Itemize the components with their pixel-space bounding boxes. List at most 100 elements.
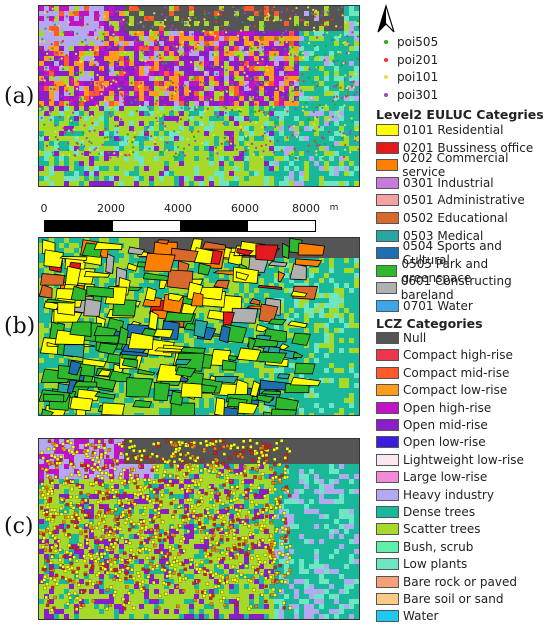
lcz-legend-item-8: Large low-rise [376,469,487,485]
lcz-legend-item-4-label: Open high-rise [403,400,492,415]
lcz-legend-item-3-label: Compact low-rise [403,383,508,398]
panel-label-c: (c) [4,514,34,539]
euluc-legend-item-2-swatch [376,159,399,172]
map-b-canvas [39,238,359,415]
map-b-euluc [38,237,360,416]
poi-legend-item-2: poi101 [384,69,438,85]
poi-legend-item-3-swatch [384,92,388,97]
scale-tick-4000: 4000 [164,202,192,215]
lcz-legend-item-8-swatch [376,471,399,484]
lcz-legend-item-15-label: Bare soil or sand [403,592,504,606]
lcz-legend-item-10-label: Dense trees [403,505,476,519]
euluc-legend-item-2: 0202 Commercial service [376,151,550,179]
euluc-legend-item-10-label: 0701 Water [403,299,473,313]
poi-legend-item-2-swatch [384,75,388,79]
map-a-lcz-poi [38,5,360,187]
lcz-legend-item-9-label: Heavy industry [403,487,494,502]
euluc-legend-item-8: 0505 Park and greenspace [376,257,550,285]
lcz-legend-title: LCZ Categories [376,316,483,331]
lcz-legend-item-15: Bare soil or sand [376,591,503,607]
lcz-legend-item-12-label: Bush, scrub [403,539,474,554]
lcz-legend-item-11: Scatter trees [376,521,481,537]
poi-legend-item-1-label: poi201 [397,52,439,67]
lcz-legend-item-1-label: Compact high-rise [403,348,513,363]
panel-label-b: (b) [4,314,36,339]
lcz-legend-item-3-swatch [376,384,399,397]
lcz-legend-item-4-swatch [376,401,399,414]
euluc-legend-item-6-label: 0503 Medical [403,228,484,243]
lcz-legend-item-4: Open high-rise [376,400,491,416]
map-c-lcz-euluc [38,438,360,620]
euluc-legend-item-6-swatch [376,229,399,242]
scale-tick-2000: 2000 [97,202,125,215]
scale-unit: m [329,203,339,213]
poi-legend-item-3: poi301 [384,87,438,103]
lcz-legend-item-10: Dense trees [376,504,475,520]
lcz-legend-item-6-label: Open low-rise [403,435,486,450]
euluc-legend-item-7: 0504 Sports and Cultural [376,239,550,267]
lcz-legend-item-3: Compact low-rise [376,382,507,398]
lcz-legend-item-16-swatch [376,610,399,623]
scale-bar-segments [44,220,316,232]
lcz-legend-item-14-swatch [376,575,399,588]
lcz-legend-item-6-swatch [376,436,399,449]
euluc-legend-item-10-swatch [376,300,399,312]
euluc-legend-item-2-label: 0202 Commercial service [402,151,509,180]
euluc-legend-item-5: 0502 Educational [376,210,508,226]
lcz-legend-item-2: Compact mid-rise [376,365,509,381]
euluc-legend-item-0-swatch [376,124,399,136]
lcz-legend-item-0-swatch [376,332,399,344]
lcz-legend-item-15-swatch [376,593,399,605]
scale-tick-8000: 8000 [292,202,320,215]
lcz-legend-item-11-swatch [376,523,399,536]
lcz-legend-item-14-label: Bare rock or paved [403,574,517,589]
lcz-legend-item-7-label: Lightweight low-rise [403,452,524,467]
lcz-legend-item-7-swatch [376,453,399,466]
euluc-legend-item-4: 0501 Administrative [376,192,525,208]
lcz-legend-item-5-swatch [376,419,399,431]
euluc-legend-item-7-label: 0504 Sports and Cultural [402,239,502,268]
map-c-canvas [39,439,359,619]
scale-tick-6000: 6000 [231,202,259,215]
lcz-legend-item-2-label: Compact mid-rise [403,365,510,380]
euluc-legend-item-0: 0101 Residential [376,122,503,138]
euluc-legend-item-3-label: 0301 Industrial [403,175,494,190]
lcz-legend-item-6: Open low-rise [376,434,486,450]
lcz-legend-item-7: Lightweight low-rise [376,452,524,468]
lcz-legend-item-1-swatch [376,349,399,362]
euluc-legend-item-8-label: 0505 Park and greenspace [401,256,489,285]
poi-legend-item-0-label: poi505 [397,35,439,49]
euluc-legend-item-1: 0201 Bussiness office [376,140,533,156]
euluc-legend-item-8-swatch [376,264,398,277]
euluc-legend-item-5-swatch [376,212,399,224]
euluc-legend-item-7-swatch [376,247,399,260]
scale-bar: 0 2000 4000 6000 8000 m [38,202,368,236]
euluc-legend-item-1-label: 0201 Bussiness office [403,140,534,155]
euluc-legend-item-10: 0701 Water [376,298,473,314]
lcz-legend-item-13: Low plants [376,556,467,572]
scale-tick-0: 0 [40,202,48,215]
poi-legend-item-3-label: poi301 [397,87,439,102]
euluc-legend-item-3-swatch [376,176,399,189]
north-arrow-icon [376,3,396,34]
lcz-legend-item-9-swatch [376,488,399,501]
lcz-legend-item-9: Heavy industry [376,487,494,503]
lcz-legend-item-10-swatch [376,506,399,518]
euluc-legend-item-9: 0601 Constructing bareland [376,274,550,302]
euluc-legend-item-5-label: 0502 Educational [403,211,508,225]
euluc-legend-item-4-swatch [376,194,399,207]
euluc-legend-item-9-swatch [376,282,397,295]
euluc-legend-item-6: 0503 Medical [376,228,483,244]
lcz-legend-item-13-label: Low plants [403,557,468,572]
lcz-legend-item-2-swatch [376,366,399,379]
lcz-legend-item-1: Compact high-rise [376,347,513,363]
poi-legend-item-0-swatch [384,40,388,44]
euluc-legend-title: Level2 EULUC Categries [376,107,544,122]
euluc-legend-item-1-swatch [376,141,399,154]
poi-legend-item-1-swatch [384,57,388,62]
euluc-legend-item-3: 0301 Industrial [376,175,494,191]
lcz-legend-item-16: Water [376,608,438,624]
lcz-legend-item-5-label: Open mid-rise [403,418,488,432]
poi-legend-item-0: poi505 [384,34,438,50]
lcz-legend-item-11-label: Scatter trees [403,522,481,537]
